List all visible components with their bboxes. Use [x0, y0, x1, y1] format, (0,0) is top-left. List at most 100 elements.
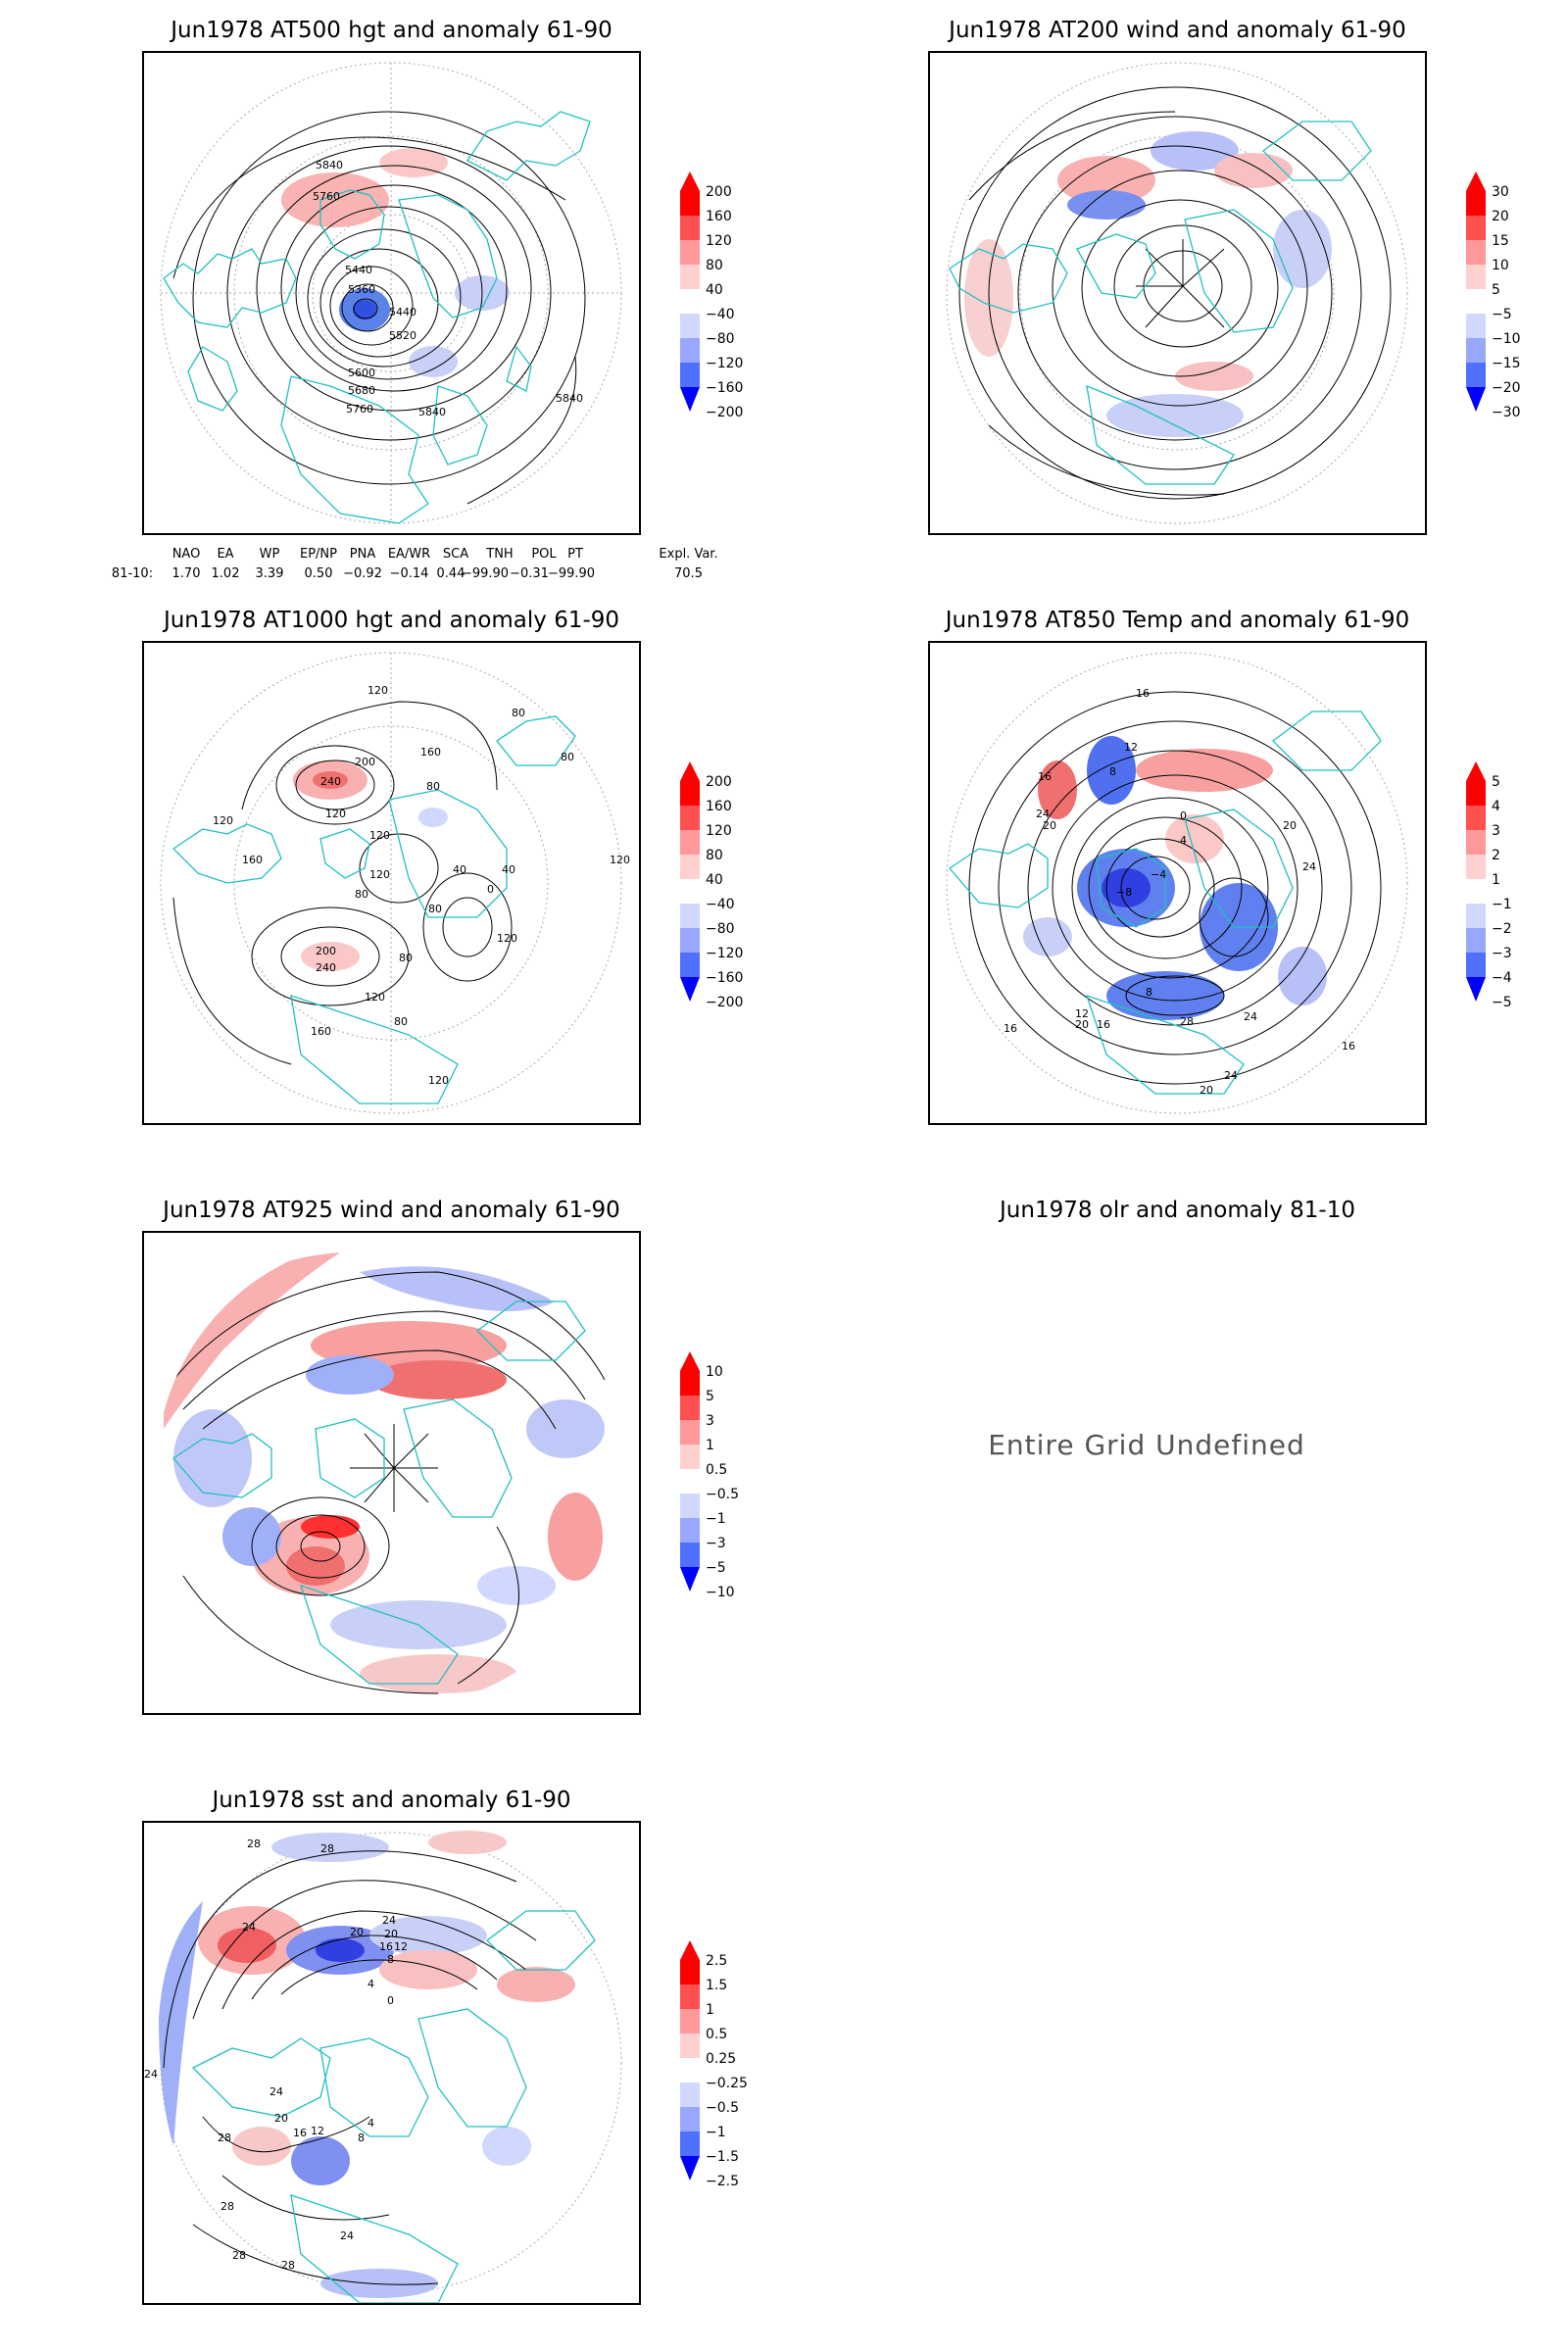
- colorbar-label: −80: [706, 331, 735, 347]
- colorbar-label: 40: [706, 282, 723, 298]
- contour-label: 12: [394, 1940, 408, 1953]
- contour-label: 24: [1302, 860, 1316, 873]
- contour-label: 24: [1224, 1069, 1238, 1082]
- idx-header: EP/NP: [300, 547, 337, 562]
- contour-label: 5840: [556, 392, 583, 405]
- colorbar-label: 160: [706, 209, 732, 224]
- colorbar-label: −0.5: [706, 1487, 739, 1502]
- colorbar-at925: 10 5 3 1 0.5 −0.5 −1 −3 −5 −10: [680, 1351, 739, 1600]
- contour-label: 24: [242, 1921, 256, 1934]
- panel-title-at925: Jun1978 AT925 wind and anomaly 61-90: [163, 1198, 620, 1223]
- contour-label: 24: [1036, 808, 1050, 820]
- contour-label: 8: [358, 2132, 365, 2144]
- colorbar-label: −30: [1492, 405, 1521, 420]
- contour-label: 16: [379, 1940, 393, 1953]
- contour-label: 24: [1244, 1010, 1257, 1023]
- colorbar-label: 0.5: [706, 1462, 727, 1478]
- colorbar-label: 40: [706, 872, 723, 888]
- contour-label: 28: [247, 1838, 261, 1850]
- idx-header: EA/WR: [387, 547, 431, 562]
- idx-value: −0.31: [510, 566, 549, 581]
- colorbar-label: 120: [706, 823, 732, 839]
- contour-label: 0: [1180, 809, 1187, 822]
- contour-label: 80: [561, 751, 574, 763]
- colorbar-label: 2: [1492, 848, 1500, 863]
- colorbar-at500: 200 160 120 80 40 −40 −80 −120 −160 −200: [680, 172, 743, 420]
- idx-value: −0.92: [343, 566, 382, 581]
- contour-label: 12: [311, 2125, 324, 2137]
- colorbar-label: −5: [1492, 995, 1512, 1010]
- colorbar-label: −1: [706, 2125, 726, 2140]
- colorbar-label: −0.25: [706, 2076, 748, 2091]
- idx-value: 0.50: [304, 566, 333, 581]
- contour-label: 120: [368, 684, 388, 697]
- idx-value: 1.70: [172, 566, 201, 581]
- colorbar-label: −3: [706, 1536, 726, 1551]
- contour-label: 20: [1200, 1084, 1213, 1097]
- contour-label: 5600: [348, 367, 375, 379]
- map-at925: [142, 1231, 641, 1715]
- colorbar-label: −15: [1492, 356, 1521, 371]
- colorbar-label: −40: [706, 307, 735, 322]
- contour-label: 120: [365, 991, 385, 1004]
- colorbar-label: 0.5: [706, 2027, 727, 2042]
- idx-row-label: 81-10:: [111, 566, 154, 581]
- colorbar-label: 4: [1492, 799, 1500, 814]
- contour-label: 80: [428, 903, 442, 915]
- contour-label: 80: [355, 888, 368, 901]
- colorbar-label: −160: [706, 380, 743, 396]
- teleconnection-index-table: NAO EA WP EP/NP PNA EA/WR SCA TNH POL PT…: [108, 547, 735, 586]
- contour-label: 16: [1342, 1040, 1355, 1053]
- contour-label: 28: [1180, 1015, 1194, 1028]
- colorbar-label: 1: [1492, 872, 1500, 888]
- idx-value: 0.44: [436, 566, 466, 581]
- contour-label: 20: [384, 1928, 398, 1940]
- colorbar-label: 200: [706, 184, 732, 200]
- contour-label: 24: [270, 2085, 283, 2098]
- colorbar-label: 3: [706, 1413, 714, 1429]
- contour-label: 80: [399, 952, 413, 964]
- colorbar-label: 2.5: [706, 1953, 727, 1969]
- contour-label: 20: [1283, 819, 1297, 832]
- contour-label: 20: [1043, 819, 1056, 832]
- contour-label: 24: [340, 2230, 354, 2242]
- idx-header: PT: [567, 547, 583, 562]
- contour-label: 12: [1124, 741, 1138, 754]
- contour-label: 16: [1038, 770, 1052, 783]
- contour-label: 120: [497, 932, 517, 945]
- contour-label: 8: [1109, 765, 1116, 778]
- contour-label: 5760: [346, 403, 373, 416]
- idx-header: POL: [531, 547, 557, 562]
- contour-label: 160: [420, 746, 441, 759]
- contour-label: 16: [1097, 1018, 1110, 1031]
- contour-label: 20: [1075, 1018, 1089, 1031]
- idx-value: −0.14: [389, 566, 429, 581]
- contour-label: 40: [502, 863, 515, 876]
- panel-title-at850: Jun1978 AT850 Temp and anomaly 61-90: [945, 608, 1410, 633]
- colorbar-label: −3: [1492, 946, 1512, 961]
- colorbar-label: 3: [1492, 823, 1500, 839]
- colorbar-label: −80: [706, 921, 735, 937]
- colorbar-label: −200: [706, 405, 743, 420]
- colorbar-sst: 2.5 1.5 1 0.5 0.25 −0.25 −0.5 −1 −1.5 −2…: [680, 1940, 748, 2189]
- map-at1000: 120 160 200 240 80 120 120 120 80 40 0 4…: [142, 641, 641, 1125]
- contour-label: 5440: [345, 264, 372, 276]
- contour-label: 240: [320, 775, 341, 788]
- contour-label: 24: [382, 1914, 396, 1927]
- colorbar-label: −4: [1492, 970, 1512, 986]
- idx-value: 3.39: [255, 566, 284, 581]
- panel-title-at200: Jun1978 AT200 wind and anomaly 61-90: [949, 18, 1406, 43]
- contour-label: 0: [387, 1994, 394, 2007]
- contour-label: −4: [1151, 868, 1166, 881]
- idx-header: EA: [217, 547, 234, 562]
- colorbar-label: 1: [706, 2002, 714, 2018]
- colorbar-label: 10: [1492, 258, 1509, 273]
- contour-label: 28: [281, 2259, 295, 2272]
- idx-value: −99.90: [547, 566, 596, 581]
- colorbar-at1000: 200 160 120 80 40 −40 −80 −120 −160 −200: [680, 761, 743, 1010]
- contour-label: 20: [350, 1926, 364, 1938]
- colorbar-label: −120: [706, 946, 743, 961]
- colorbar-label: −40: [706, 897, 735, 912]
- contour-label: 4: [1180, 834, 1187, 847]
- idx-header: PNA: [349, 547, 376, 562]
